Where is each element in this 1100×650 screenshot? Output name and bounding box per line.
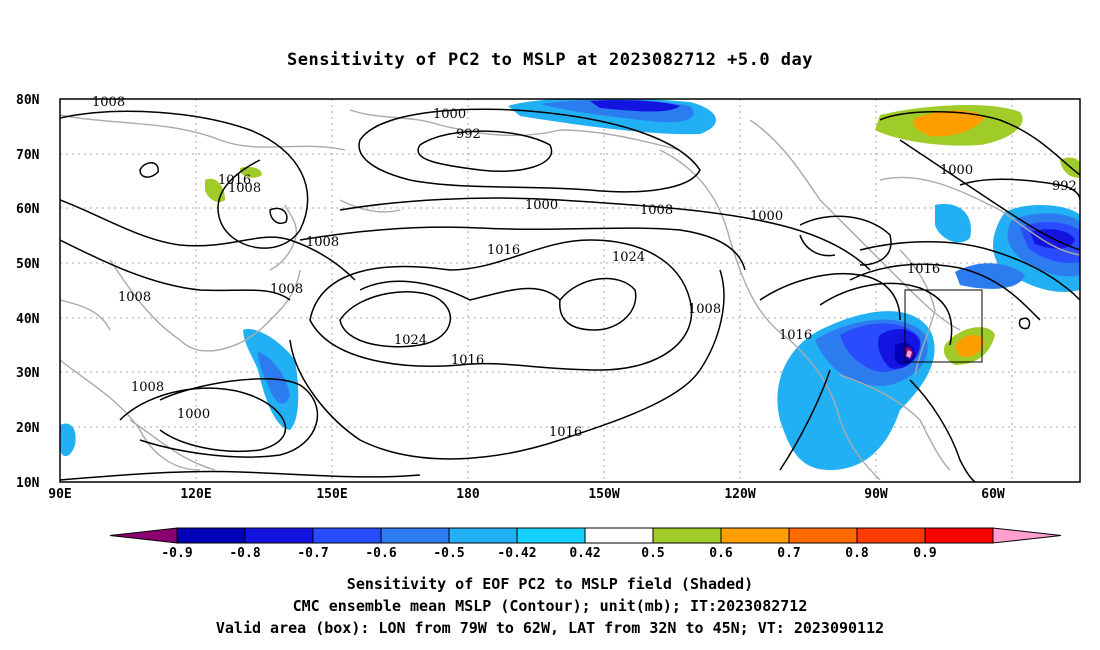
lon-tick-label: 180	[456, 487, 480, 502]
contour-label: 1008	[640, 203, 673, 218]
colorbar-swatch	[720, 527, 790, 544]
colorbar-swatch	[856, 527, 926, 544]
contour-label: 1008	[688, 302, 721, 317]
map-frame	[59, 98, 1081, 483]
contour-label: 992	[456, 127, 481, 142]
gridlines	[60, 99, 1080, 482]
colorbar-left-arrow	[109, 527, 178, 544]
lat-tick-label: 30N	[16, 366, 40, 381]
contour-label: 1016	[779, 328, 812, 343]
colorbar-labels: -0.9 -0.8 -0.7 -0.6 -0.5 -0.42 0.42 0.5 0.6 0.7 0.…	[161, 546, 936, 561]
colorbar-tick-label: 0.5	[641, 546, 664, 561]
colorbar-tick-label: 0.42	[569, 546, 600, 561]
caption-line-shading: Sensitivity of EOF PC2 to MSLP field (Sh…	[346, 575, 754, 593]
lon-tick-label: 60W	[981, 487, 1005, 502]
lat-tick-label: 80N	[16, 93, 40, 108]
colorbar-swatch	[788, 527, 858, 544]
contour-label: 1008	[131, 380, 164, 395]
colorbar-swatch	[652, 527, 722, 544]
colorbar-swatch	[924, 527, 994, 544]
contour-label: 1008	[92, 95, 125, 110]
lat-tick-label: 20N	[16, 421, 40, 436]
contour-label: 992	[1052, 179, 1077, 194]
colorbar	[109, 527, 1062, 544]
lon-tick-label: 120W	[724, 487, 755, 502]
colorbar-tick-label: 0.7	[777, 546, 800, 561]
shaded-sensitivity	[60, 99, 1080, 470]
valid-area-box	[904, 289, 983, 363]
lat-tick-label: 70N	[16, 148, 40, 163]
colorbar-tick-label: -0.5	[433, 546, 464, 561]
contour-label: 1016	[218, 173, 251, 188]
contour-label: 1000	[177, 407, 210, 422]
contour-label: 1008	[228, 181, 261, 196]
caption: Sensitivity of EOF PC2 to MSLP field (Sh…	[0, 573, 1100, 639]
contour-label-group: 1008 1000 992 1016 1008 1000 1008 1000 9…	[92, 95, 1077, 440]
lon-tick-label: 120E	[180, 487, 211, 502]
colorbar-tick-label: -0.42	[497, 546, 536, 561]
latitude-labels: 80N 70N 60N 50N 40N 30N 20N 10N	[16, 93, 40, 491]
lon-tick-label: 150W	[588, 487, 619, 502]
lat-tick-label: 50N	[16, 257, 40, 272]
contour-label: 1016	[549, 425, 582, 440]
contour-label: 1016	[907, 262, 940, 277]
colorbar-tick-label: 0.9	[913, 546, 936, 561]
longitude-labels: 90E 120E 150E 180 150W 120W 90W 60W	[48, 487, 1005, 502]
lon-tick-label: 150E	[316, 487, 347, 502]
colorbar-tick-label: -0.9	[161, 546, 192, 561]
lon-tick-label: 90E	[48, 487, 71, 502]
colorbar-tick-label: -0.8	[229, 546, 260, 561]
colorbar-swatch	[584, 527, 654, 544]
map-title: Sensitivity of PC2 to MSLP at 2023082712…	[286, 50, 813, 70]
lat-tick-label: 40N	[16, 312, 40, 327]
colorbar-swatch	[516, 527, 586, 544]
contour-label: 1016	[487, 243, 520, 258]
colorbar-right-arrow	[992, 527, 1062, 544]
lat-tick-label: 10N	[16, 476, 40, 491]
lon-tick-label: 90W	[864, 487, 888, 502]
contour-label: 1008	[270, 282, 303, 297]
contour-label: 1024	[394, 333, 427, 348]
colorbar-swatch	[176, 527, 246, 544]
colorbar-swatch	[244, 527, 314, 544]
colorbar-tick-label: -0.7	[297, 546, 328, 561]
colorbar-swatch	[380, 527, 450, 544]
contour-label: 1000	[525, 198, 558, 213]
contour-label: 1000	[433, 107, 466, 122]
coastlines	[60, 109, 1080, 481]
colorbar-swatch	[448, 527, 518, 544]
lat-tick-label: 60N	[16, 202, 40, 217]
contour-label: 1008	[306, 235, 339, 250]
contour-label: 1008	[118, 290, 151, 305]
colorbar-tick-label: 0.8	[845, 546, 869, 561]
contour-label: 1016	[451, 353, 484, 368]
colorbar-tick-label: 0.6	[709, 546, 733, 561]
contour-label: 1000	[940, 163, 973, 178]
contour-label: 1024	[612, 250, 645, 265]
colorbar-swatch	[312, 527, 382, 544]
mslp-contours	[60, 108, 1080, 482]
contour-label: 1000	[750, 209, 783, 224]
caption-line-contour: CMC ensemble mean MSLP (Contour); unit(m…	[292, 597, 808, 615]
caption-line-valid-area: Valid area (box): LON from 79W to 62W, L…	[215, 619, 885, 637]
colorbar-tick-label: -0.6	[365, 546, 396, 561]
